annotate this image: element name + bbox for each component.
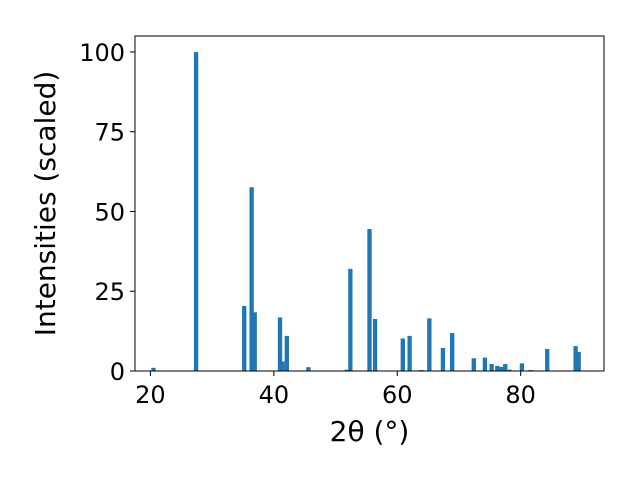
bar-88.9	[573, 346, 578, 371]
bars-group	[151, 51, 581, 371]
bar-62	[407, 335, 412, 371]
bar-76.2	[495, 365, 500, 371]
x-tick-label: 40	[259, 381, 290, 409]
bar-72.4	[471, 358, 476, 371]
bar-45.6	[306, 367, 311, 371]
y-axis-label: Intensities (scaled)	[29, 71, 62, 337]
bar-20.5	[151, 367, 156, 371]
bar-36.4	[249, 187, 254, 371]
bar-56.4	[372, 318, 378, 371]
x-axis-label: 2θ (°)	[330, 415, 410, 448]
bar-51.8	[344, 369, 349, 371]
bar-74.2	[482, 357, 488, 371]
x-tick-label: 80	[505, 381, 536, 409]
bar-80.2	[519, 363, 525, 371]
bar-42.1	[284, 335, 289, 371]
y-tick-label: 100	[79, 39, 125, 67]
x-axis-ticks: 20 40 60 80	[135, 371, 536, 409]
x-tick-label: 20	[135, 381, 166, 409]
y-tick-label: 50	[94, 198, 125, 226]
y-axis-ticks: 0 25 50 75 100	[79, 39, 135, 386]
bar-60.9	[400, 338, 405, 371]
y-tick-label: 25	[94, 278, 125, 306]
bar-75.3	[489, 363, 494, 371]
bar-55.5	[367, 229, 372, 371]
bar-77.5	[503, 363, 508, 371]
bar-35.2	[242, 305, 247, 371]
bar-36.9	[252, 312, 257, 371]
bar-78.2	[507, 369, 512, 371]
bar-65.2	[427, 318, 432, 371]
y-tick-label: 75	[94, 119, 125, 147]
bar-41.4	[280, 361, 285, 371]
plot-frame	[134, 35, 605, 372]
x-tick-label: 60	[382, 381, 413, 409]
bar-89.4	[576, 351, 581, 371]
bar-84.3	[545, 348, 550, 371]
bar-76.9	[499, 366, 504, 371]
bar-27.4	[193, 51, 199, 371]
bar-67.4	[440, 348, 446, 371]
y-tick-label: 0	[110, 358, 125, 386]
bar-41	[277, 317, 283, 371]
bar-68.9	[450, 333, 455, 371]
bar-52.4	[348, 268, 353, 371]
